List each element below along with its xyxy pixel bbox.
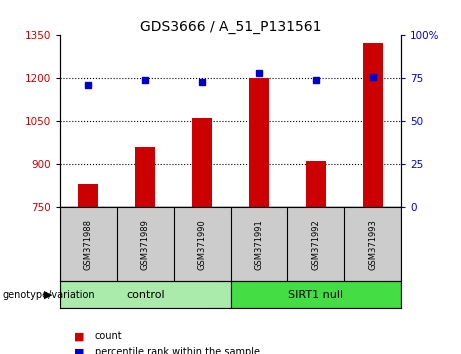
Text: percentile rank within the sample: percentile rank within the sample <box>95 347 260 354</box>
Bar <box>230 281 401 308</box>
Text: ■: ■ <box>74 347 84 354</box>
Bar <box>135 147 155 207</box>
Text: SIRT1 null: SIRT1 null <box>288 290 343 300</box>
Bar <box>363 44 383 207</box>
Text: GSM371988: GSM371988 <box>84 219 93 270</box>
Bar <box>78 184 98 207</box>
Text: GSM371992: GSM371992 <box>311 219 320 270</box>
Bar <box>192 118 212 207</box>
Text: GSM371993: GSM371993 <box>368 219 377 270</box>
Text: GSM371990: GSM371990 <box>198 219 207 270</box>
Text: GSM371991: GSM371991 <box>254 219 263 270</box>
Text: ▶: ▶ <box>44 290 53 300</box>
Text: count: count <box>95 331 122 341</box>
Text: ■: ■ <box>74 331 84 341</box>
Bar <box>306 161 326 207</box>
Text: control: control <box>126 290 165 300</box>
Text: GSM371989: GSM371989 <box>141 219 150 270</box>
Text: genotype/variation: genotype/variation <box>2 290 95 300</box>
Title: GDS3666 / A_51_P131561: GDS3666 / A_51_P131561 <box>140 21 321 34</box>
Bar <box>60 281 230 308</box>
Bar <box>249 78 269 207</box>
